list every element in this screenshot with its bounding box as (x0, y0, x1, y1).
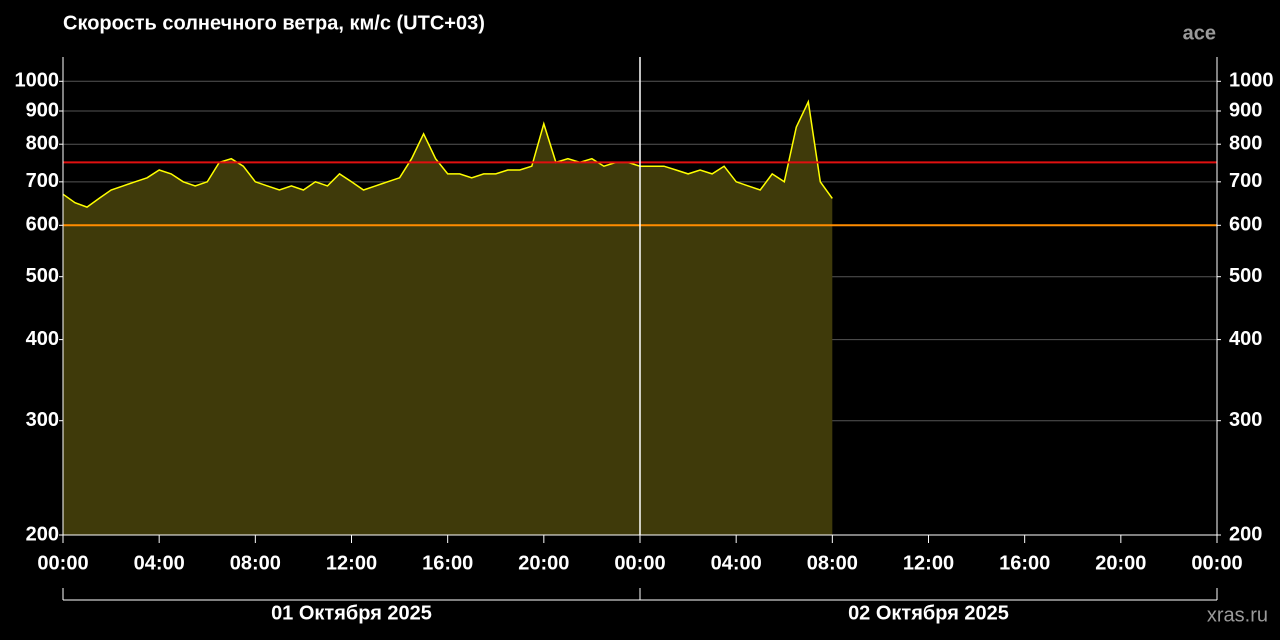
y2-tick-label: 300 (1229, 409, 1262, 431)
x-tick-label: 20:00 (518, 552, 569, 574)
site-label: xras.ru (1207, 604, 1268, 626)
y2-tick-label: 500 (1229, 265, 1262, 287)
date-label: 02 Октября 2025 (848, 602, 1009, 624)
x-tick-label: 08:00 (807, 552, 858, 574)
x-tick-label: 16:00 (999, 552, 1050, 574)
y2-tick-label: 800 (1229, 132, 1262, 154)
x-tick-label: 12:00 (326, 552, 377, 574)
y2-tick-label: 400 (1229, 328, 1262, 350)
y2-tick-label: 1000 (1229, 70, 1274, 92)
y2-tick-label: 200 (1229, 523, 1262, 545)
y2-tick-label: 700 (1229, 170, 1262, 192)
y2-tick-label: 600 (1229, 214, 1262, 236)
x-tick-label: 20:00 (1095, 552, 1146, 574)
y-tick-label: 900 (26, 99, 59, 121)
x-tick-label: 00:00 (614, 552, 665, 574)
series-area (63, 101, 833, 536)
y-tick-label: 400 (26, 328, 59, 350)
x-tick-label: 04:00 (134, 552, 185, 574)
x-tick-label: 16:00 (422, 552, 473, 574)
y-tick-label: 200 (26, 523, 59, 545)
x-tick-label: 08:00 (230, 552, 281, 574)
date-label: 01 Октября 2025 (271, 602, 432, 624)
y-tick-label: 800 (26, 132, 59, 154)
x-tick-label: 04:00 (711, 552, 762, 574)
source-label: ace (1183, 22, 1216, 44)
y-tick-label: 500 (26, 265, 59, 287)
y-tick-label: 300 (26, 409, 59, 431)
y-tick-label: 1000 (15, 70, 60, 92)
y-tick-label: 600 (26, 214, 59, 236)
chart-title: Скорость солнечного ветра, км/с (UTC+03) (63, 12, 485, 34)
x-tick-label: 12:00 (903, 552, 954, 574)
x-tick-label: 00:00 (37, 552, 88, 574)
x-tick-label: 00:00 (1191, 552, 1242, 574)
series-line (62, 99, 833, 208)
y2-tick-label: 900 (1229, 99, 1262, 121)
y-tick-label: 700 (26, 170, 59, 192)
